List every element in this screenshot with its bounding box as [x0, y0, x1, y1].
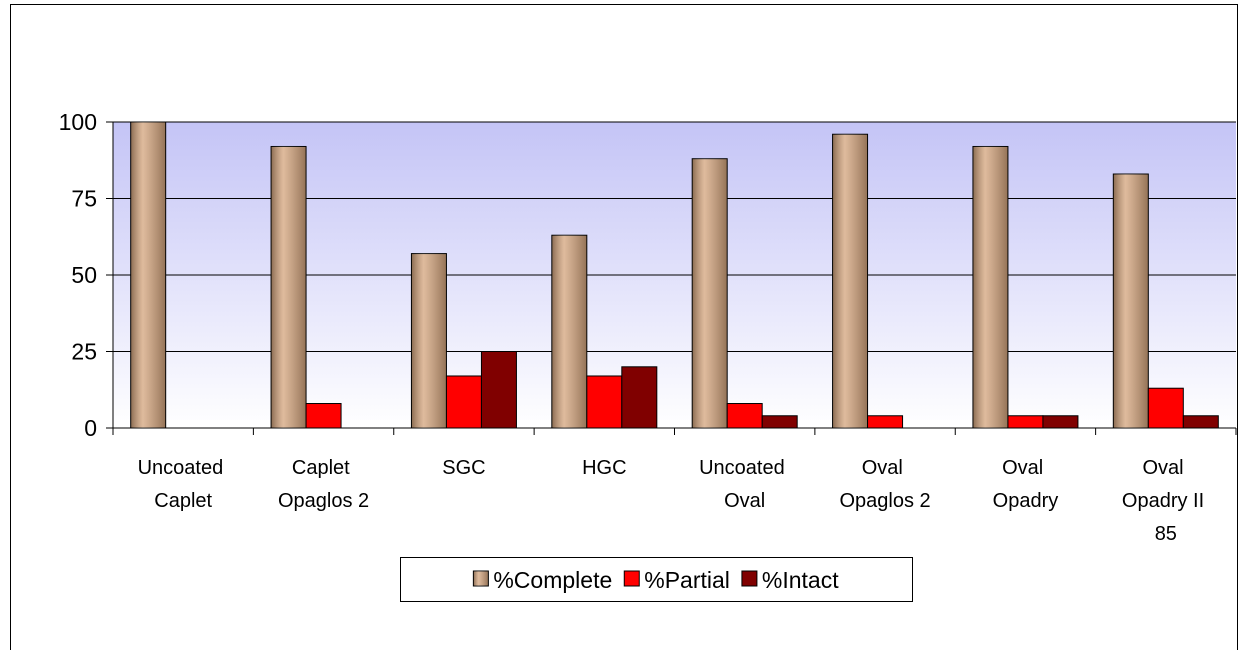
legend-swatch	[623, 570, 640, 587]
y-tick-label: 25	[71, 339, 97, 365]
bar	[761, 415, 798, 429]
bar	[586, 375, 623, 429]
y-tick-label: 100	[59, 109, 97, 135]
legend-swatch	[741, 570, 758, 587]
bar-shading	[972, 146, 1008, 429]
bar	[445, 375, 482, 429]
y-tick-label: 0	[84, 415, 97, 441]
bar-shading	[692, 158, 728, 428]
bar	[480, 351, 517, 429]
x-tick-label: Oval Opaglos 2	[839, 457, 930, 512]
x-tick-label: Uncoated Oval	[699, 457, 790, 512]
y-tick-label: 75	[71, 186, 97, 212]
bar-shading	[551, 235, 587, 428]
bar	[1182, 415, 1219, 429]
bar	[621, 366, 658, 429]
bar	[1007, 415, 1044, 429]
legend-swatch-shading	[473, 571, 489, 586]
bar	[1042, 415, 1079, 429]
bar-shading	[130, 122, 166, 428]
x-tick-label: Oval Opadry II 85	[1122, 457, 1210, 545]
chart-border	[10, 4, 1238, 650]
bar	[867, 415, 904, 429]
x-tick-label: SGC	[442, 457, 485, 479]
bar	[726, 403, 763, 429]
x-tick-label: Oval Opadry	[993, 457, 1059, 512]
bar-shading	[271, 146, 307, 429]
legend-label: %Intact	[762, 567, 839, 593]
x-tick-label: Caplet Opaglos 2	[278, 457, 369, 512]
bar-shading	[832, 134, 868, 429]
bar-shading	[411, 253, 447, 428]
bar	[305, 403, 342, 429]
x-tick-label: Uncoated Caplet	[138, 457, 229, 512]
legend-label: %Complete	[493, 567, 612, 593]
legend: %Complete %Partial %Intact	[400, 557, 913, 602]
x-tick-label: HGC	[582, 457, 626, 479]
bar-shading	[1113, 174, 1149, 428]
bar	[1147, 387, 1184, 429]
y-tick-label: 50	[71, 262, 97, 288]
legend-label: %Partial	[644, 567, 730, 593]
